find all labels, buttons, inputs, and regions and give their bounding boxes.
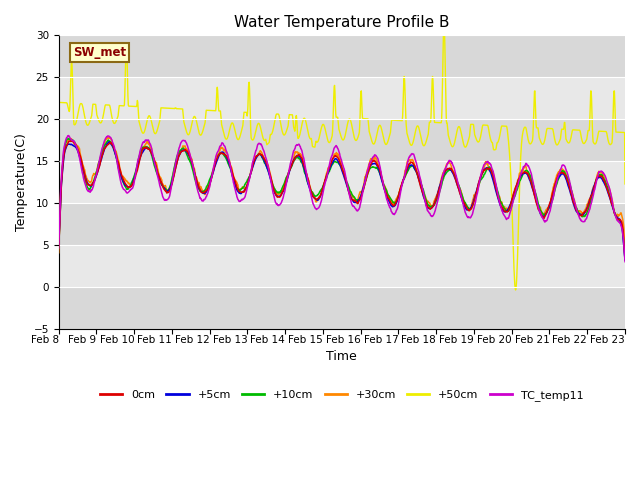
Bar (59, 161, 625, 203)
Bar (59, 245, 625, 287)
Y-axis label: Temperature(C): Temperature(C) (15, 133, 28, 231)
X-axis label: Time: Time (326, 350, 357, 363)
Bar (59, 287, 625, 329)
Title: Water Temperature Profile B: Water Temperature Profile B (234, 15, 449, 30)
Bar (59, 36, 625, 77)
Legend: 0cm, +5cm, +10cm, +30cm, +50cm, TC_temp11: 0cm, +5cm, +10cm, +30cm, +50cm, TC_temp1… (96, 385, 588, 405)
Bar (59, 77, 625, 119)
Bar (59, 203, 625, 245)
Bar (59, 119, 625, 161)
Text: SW_met: SW_met (73, 46, 126, 59)
